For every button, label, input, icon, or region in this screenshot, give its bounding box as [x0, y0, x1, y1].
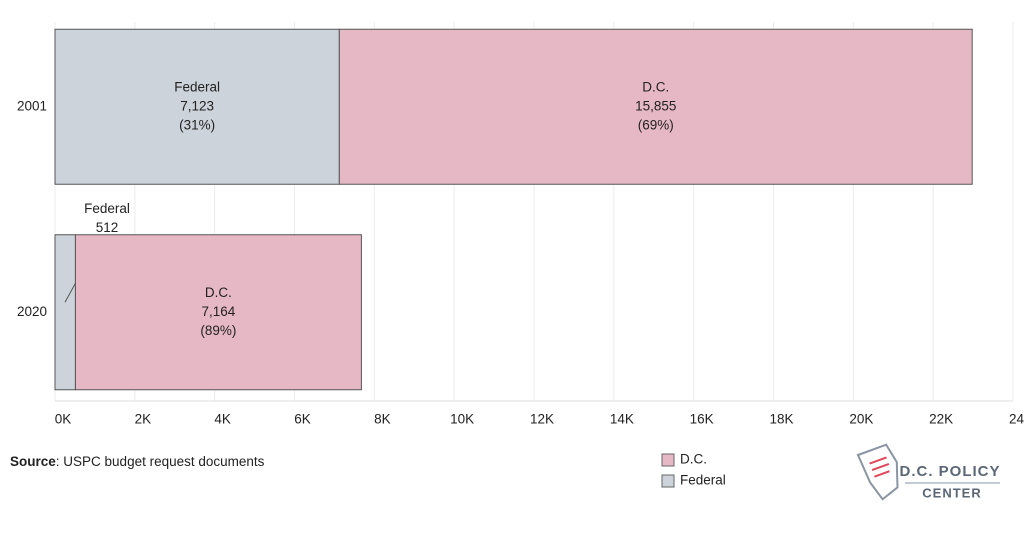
x-tick-label: 10K: [450, 412, 474, 427]
x-tick-label: 16K: [690, 412, 714, 427]
bar-segment: [74, 234, 362, 391]
source-label: Source: [10, 454, 56, 469]
segment-label: 7,123: [180, 98, 214, 113]
x-tick-label: 20K: [849, 412, 873, 427]
logo-stripe: [874, 470, 890, 478]
segment-label: D.C.: [205, 285, 232, 300]
x-tick-label: 12K: [530, 412, 554, 427]
x-tick-label: 14K: [610, 412, 634, 427]
legend-label: Federal: [680, 473, 726, 488]
x-tick-label: 22K: [929, 412, 953, 427]
segment-label: (31%): [179, 117, 215, 132]
logo-stripe: [869, 456, 887, 465]
logo-stripe: [871, 463, 890, 472]
x-tick-label: 18K: [769, 412, 793, 427]
x-tick-label: 6K: [294, 412, 311, 427]
x-tick-label: 8K: [374, 412, 391, 427]
segment-label: (89%): [200, 323, 236, 338]
legend-swatch: [661, 474, 675, 488]
y-tick-label: 2020: [17, 304, 47, 319]
y-tick-label: 2001: [17, 98, 47, 113]
bar-segment: [54, 234, 76, 391]
segment-label: (69%): [638, 117, 674, 132]
logo-icon: [856, 443, 899, 501]
logo-line1: D.C. POLICY: [899, 463, 1000, 480]
segment-label: D.C.: [642, 79, 669, 94]
logo-line2: CENTER: [922, 485, 981, 500]
legend-label: D.C.: [680, 452, 707, 467]
source-text: : USPC budget request documents: [56, 454, 265, 469]
x-tick-label: 2K: [135, 412, 152, 427]
bar-segment: [54, 28, 340, 185]
segment-label: Federal: [174, 79, 220, 94]
segment-label: 15,855: [635, 98, 676, 113]
x-tick-label: 0K: [55, 412, 72, 427]
segment-label: Federal: [84, 201, 130, 216]
segment-label: 7,164: [202, 304, 236, 319]
x-tick-label: 24K: [1009, 412, 1024, 427]
logo-shape: [856, 443, 899, 501]
legend-swatch: [661, 453, 675, 467]
logo: D.C. POLICY CENTER: [856, 443, 1000, 501]
source: Source: USPC budget request documents: [10, 454, 265, 469]
segment-label: 512: [96, 220, 119, 235]
x-tick-label: 4K: [214, 412, 231, 427]
bar-segment: [338, 28, 973, 185]
